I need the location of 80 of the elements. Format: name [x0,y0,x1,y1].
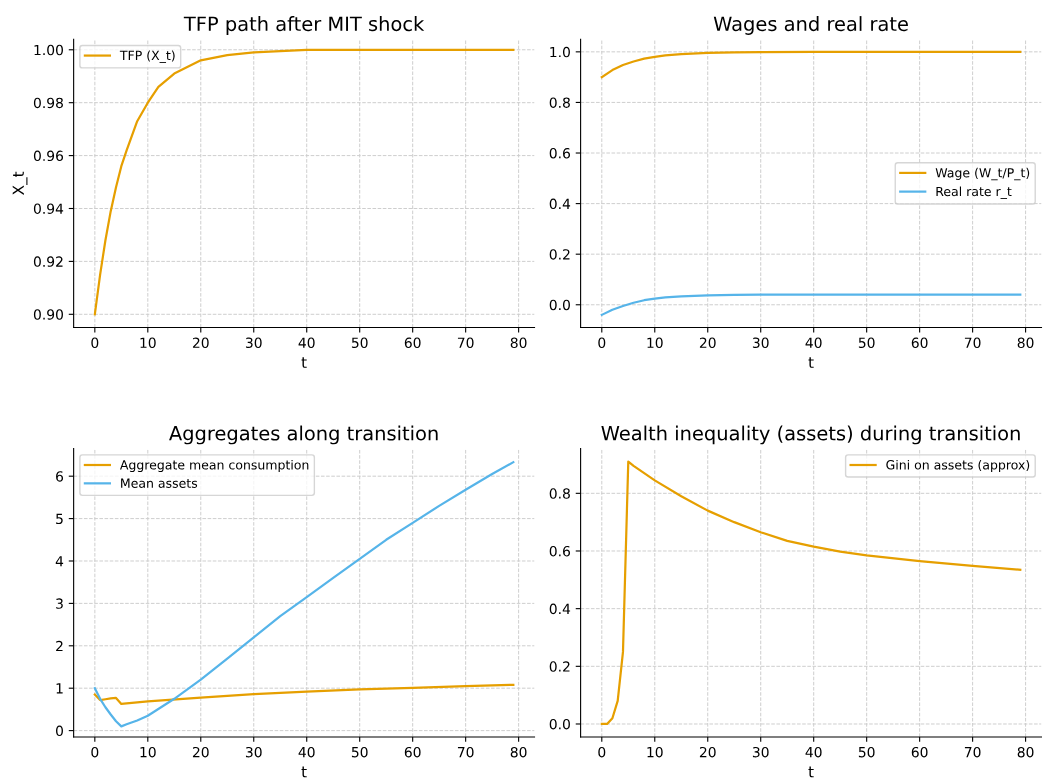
y-tick-label: 0.2 [549,661,570,672]
y-tick-label: 0.8 [549,97,570,108]
x-tick-label: 80 [1017,746,1034,758]
x-axis-title: t [301,766,307,778]
y-tick-label: 0.4 [549,603,571,615]
y-tick-label: 0.0 [549,299,570,311]
y-tick-label: 0.90 [33,309,63,320]
x-tick-label: 70 [964,337,981,348]
y-tick-label: 0.6 [549,147,571,159]
chart-title: TFP path after MIT shock [183,16,425,35]
y-tick-label: 6 [56,471,64,482]
y-tick-label: 0 [56,725,63,737]
line-series [93,461,515,728]
chart-title: Aggregates along transition [169,425,438,445]
y-tick-label: 1.0 [550,46,570,58]
line-series [93,683,515,705]
x-tick-label: 60 [404,746,421,758]
y-tick-label: 1.00 [34,44,63,56]
legend-label: Wage (W_t/P_t) [935,167,1030,181]
y-tick-label: 0.98 [33,97,63,109]
x-tick-label: 60 [404,337,421,348]
legend-label: Gini on assets (approx) [886,459,1030,472]
x-tick-label: 30 [752,337,769,348]
x-tick-label: 20 [192,746,209,758]
x-tick-label: 80 [510,746,527,758]
x-tick-label: 0 [598,337,606,348]
x-tick-label: 20 [699,337,716,348]
x-tick-label: 30 [245,746,262,758]
x-tick-label: 0 [598,746,606,758]
line-series [600,50,1022,79]
x-tick-label: 30 [245,337,262,348]
x-tick-label: 70 [457,337,474,348]
y-tick-label: 1 [56,683,63,694]
legend-label: Aggregate mean consumption [119,459,309,472]
x-tick-label: 60 [911,746,928,758]
x-axis-title: t [808,766,814,778]
x-tick-label: 70 [457,746,474,758]
x-tick-label: 50 [351,337,368,348]
x-tick-label: 80 [510,337,527,348]
x-tick-label: 20 [699,746,716,758]
legend-label: Mean assets [121,478,198,488]
x-tick-label: 50 [858,746,875,758]
chart-title: Wages and real rate [713,16,908,35]
x-tick-label: 70 [964,746,981,758]
x-tick-label: 40 [298,746,315,758]
y-tick-label: 5 [56,513,63,525]
y-tick-label: 3 [56,598,63,609]
x-tick-label: 0 [91,337,99,348]
x-tick-label: 20 [192,337,209,348]
y-tick-label: 4 [55,556,64,567]
legend-label: Real rate r_t [936,186,1012,199]
x-tick-label: 10 [647,337,663,348]
line-series [93,48,515,316]
x-tick-label: 80 [1017,337,1034,348]
x-tick-label: 60 [911,337,928,348]
x-tick-label: 10 [140,337,156,348]
y-tick-label: 0.6 [549,545,571,557]
x-tick-label: 10 [140,746,156,758]
chart-title: Wealth inequality (assets) during transition [601,425,1020,445]
y-tick-label: 0.4 [549,198,571,210]
y-tick-label: 0.92 [33,256,63,267]
x-tick-label: 30 [752,746,769,758]
y-tick-label: 0.0 [549,718,570,730]
x-tick-label: 0 [91,746,99,758]
x-axis-title: t [301,357,307,368]
legend-label: TFP (X_t) [119,50,175,63]
x-tick-label: 40 [298,337,315,348]
x-tick-label: 40 [805,746,822,758]
x-axis-title: t [808,357,814,368]
y-tick-label: 0.94 [33,203,64,214]
x-tick-label: 10 [647,746,663,758]
x-tick-label: 40 [805,337,822,348]
line-series [600,293,1022,316]
y-tick-label: 0.2 [549,249,570,260]
y-tick-label: 0.96 [33,150,64,162]
y-tick-label: 2 [56,640,63,652]
y-tick-label: 0.8 [549,488,570,499]
y-axis-title: X_t [12,171,28,195]
x-tick-label: 50 [351,746,368,758]
x-tick-label: 50 [858,337,875,348]
